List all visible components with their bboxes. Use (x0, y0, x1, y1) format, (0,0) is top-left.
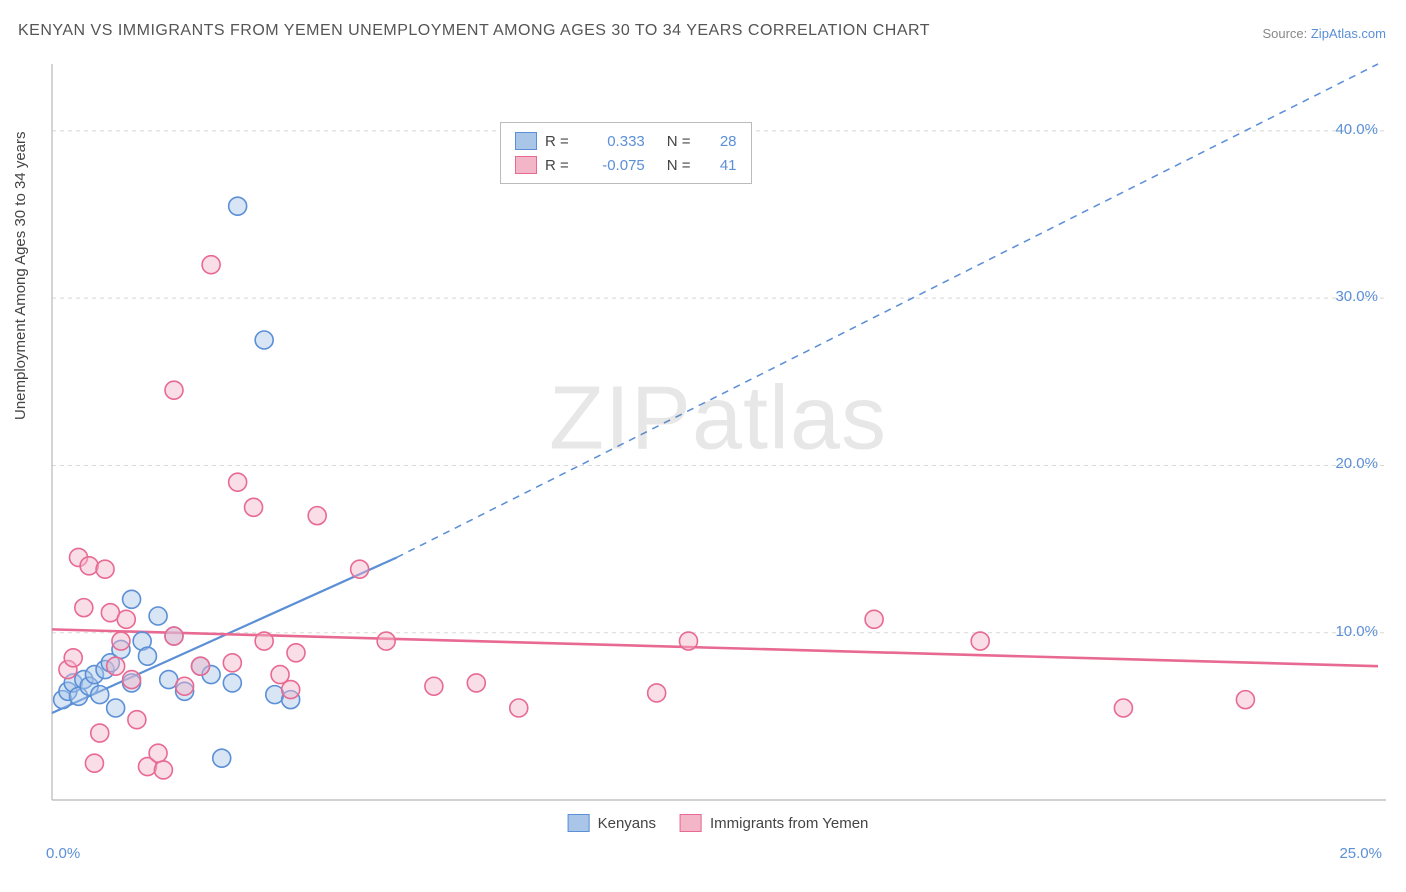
legend-item-yemen: Immigrants from Yemen (680, 814, 868, 832)
x-tick-min: 0.0% (46, 845, 80, 862)
series-legend: Kenyans Immigrants from Yemen (568, 814, 869, 832)
r-value-yemen: -0.075 (585, 157, 645, 174)
legend-swatch-pink (680, 814, 702, 832)
r-value-kenyans: 0.333 (585, 133, 645, 150)
y-tick-label: 40.0% (1335, 121, 1378, 138)
y-tick-label: 20.0% (1335, 455, 1378, 472)
n-value-kenyans: 28 (707, 133, 737, 150)
legend-swatch-pink (515, 156, 537, 174)
y-tick-label: 30.0% (1335, 288, 1378, 305)
n-value-yemen: 41 (707, 157, 737, 174)
chart-area: R = 0.333 N = 28 R = -0.075 N = 41 ZIPat… (50, 60, 1386, 840)
legend-label-kenyans: Kenyans (598, 815, 656, 832)
r-label: R = (545, 157, 569, 174)
source-prefix: Source: (1262, 26, 1310, 41)
y-tick-label: 10.0% (1335, 623, 1378, 640)
x-tick-max: 25.0% (1339, 845, 1382, 862)
legend-row-kenyans: R = 0.333 N = 28 (515, 129, 737, 153)
source-attribution: Source: ZipAtlas.com (1262, 26, 1386, 41)
chart-title: KENYAN VS IMMIGRANTS FROM YEMEN UNEMPLOY… (18, 22, 930, 40)
legend-item-kenyans: Kenyans (568, 814, 656, 832)
legend-swatch-blue (515, 132, 537, 150)
r-label: R = (545, 133, 569, 150)
n-label: N = (667, 157, 691, 174)
y-axis-label: Unemployment Among Ages 30 to 34 years (12, 131, 29, 420)
legend-row-yemen: R = -0.075 N = 41 (515, 153, 737, 177)
correlation-legend: R = 0.333 N = 28 R = -0.075 N = 41 (500, 122, 752, 184)
source-link[interactable]: ZipAtlas.com (1311, 26, 1386, 41)
legend-label-yemen: Immigrants from Yemen (710, 815, 868, 832)
n-label: N = (667, 133, 691, 150)
legend-swatch-blue (568, 814, 590, 832)
